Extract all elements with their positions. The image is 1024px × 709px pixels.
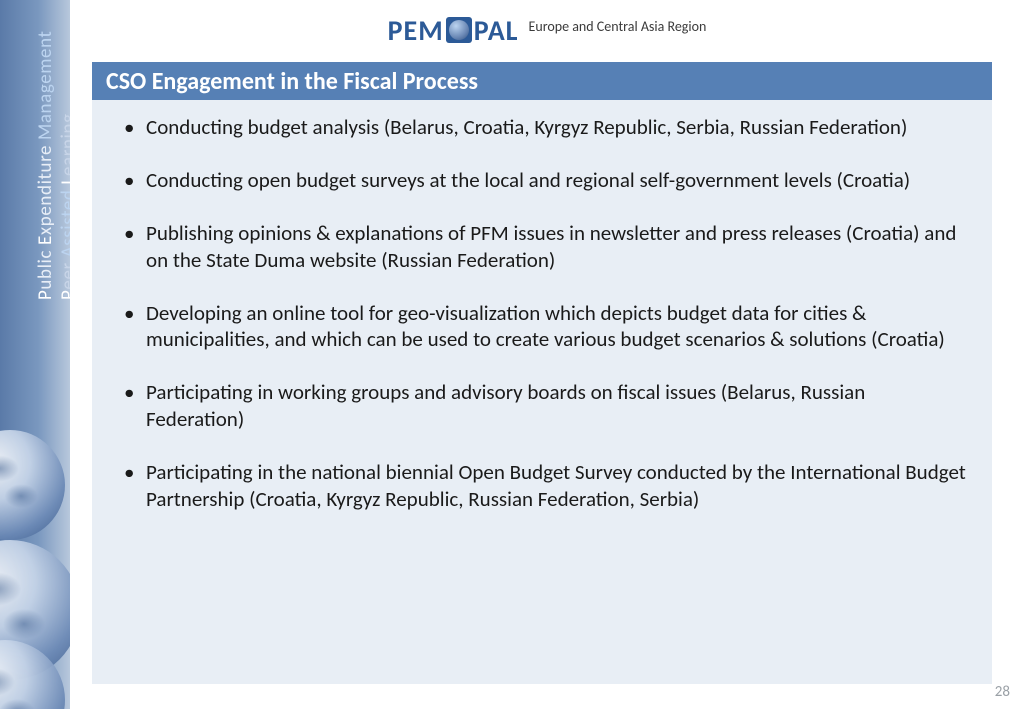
bullet-item: Participating in working groups and advi… xyxy=(122,379,968,433)
bullet-item: Developing an online tool for geo-visual… xyxy=(122,300,968,354)
left-decorative-rail: Public Expenditure Management Peer Assis… xyxy=(0,0,70,709)
header-tagline: Europe and Central Asia Region xyxy=(529,18,707,35)
bullet-item: Publishing opinions & explanations of PF… xyxy=(122,220,968,274)
globe-icon xyxy=(0,430,65,540)
sidebar-line1: Public Expenditure Management xyxy=(34,31,57,301)
bullet-item: Participating in the national biennial O… xyxy=(122,459,968,513)
slide-title-bar: CSO Engagement in the Fiscal Process xyxy=(92,62,992,100)
pempal-logo: PEM PAL xyxy=(388,13,519,48)
slide: Public Expenditure Management Peer Assis… xyxy=(0,0,1024,709)
logo-text-left: PEM xyxy=(388,13,444,48)
logo-text-right: PAL xyxy=(474,13,519,48)
page-number: 28 xyxy=(995,683,1010,701)
bullet-list: Conducting budget analysis (Belarus, Cro… xyxy=(122,114,968,513)
slide-title: CSO Engagement in the Fiscal Process xyxy=(106,67,478,96)
slide-header: PEM PAL Europe and Central Asia Region xyxy=(70,0,1024,60)
bullet-item: Conducting open budget surveys at the lo… xyxy=(122,167,968,194)
sidebar-vertical-text: Public Expenditure Management Peer Assis… xyxy=(34,31,70,301)
slide-content: Conducting budget analysis (Belarus, Cro… xyxy=(92,100,992,684)
sidebar-line2: Peer Assisted Learning xyxy=(57,31,70,301)
bullet-item: Conducting budget analysis (Belarus, Cro… xyxy=(122,114,968,141)
globe-icon xyxy=(446,17,472,43)
